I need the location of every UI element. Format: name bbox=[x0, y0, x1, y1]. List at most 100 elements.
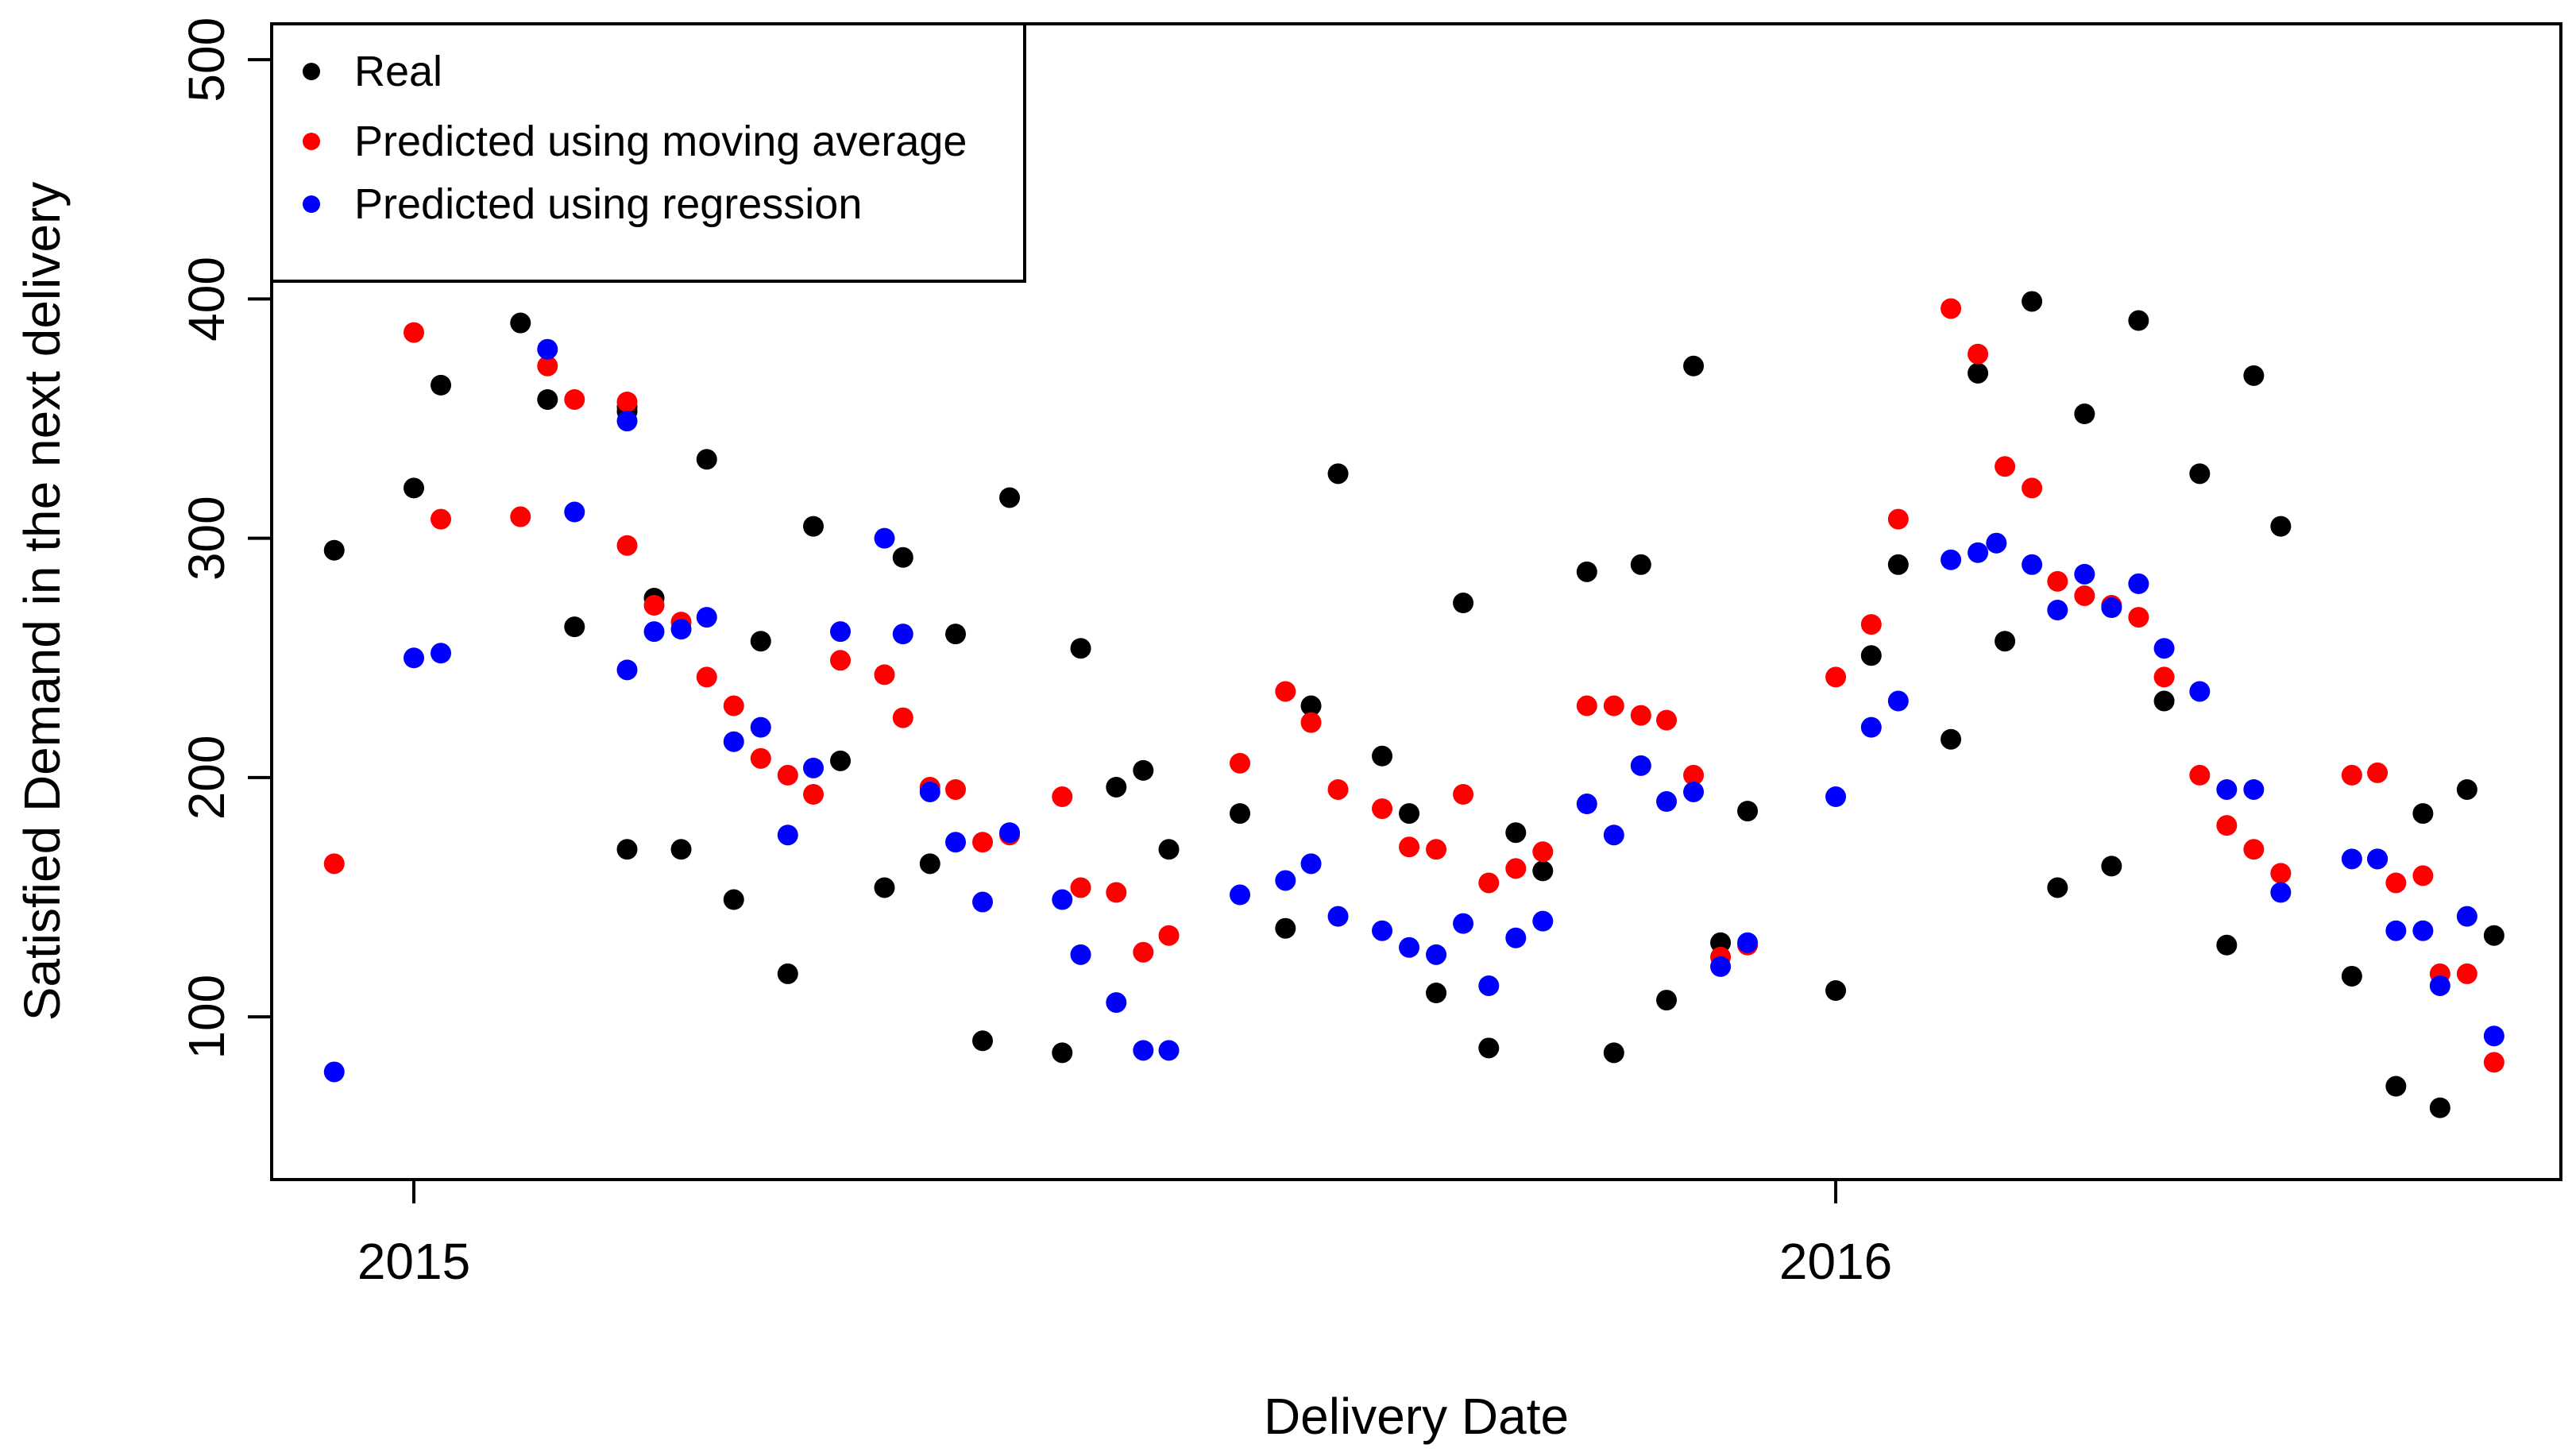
point-s2-26 bbox=[1230, 884, 1251, 906]
point-s2-48 bbox=[1968, 542, 1989, 563]
legend: Real Predicted using moving average Predic… bbox=[270, 22, 1026, 283]
point-s1-46 bbox=[1860, 614, 1882, 635]
point-s0-54 bbox=[2074, 404, 2095, 425]
point-s2-30 bbox=[1372, 920, 1393, 941]
point-s1-49 bbox=[1968, 343, 1989, 365]
point-s1-4 bbox=[537, 355, 558, 377]
point-s0-15 bbox=[803, 516, 825, 537]
point-s1-25 bbox=[1133, 941, 1154, 963]
point-s2-66 bbox=[2483, 1025, 2504, 1047]
point-s2-61 bbox=[2367, 848, 2389, 870]
point-s2-39 bbox=[1630, 755, 1651, 776]
point-s0-65 bbox=[2412, 803, 2434, 825]
point-s1-29 bbox=[1300, 712, 1322, 733]
point-s2-28 bbox=[1300, 853, 1322, 875]
point-s1-3 bbox=[510, 506, 531, 527]
point-s1-59 bbox=[2243, 839, 2265, 860]
point-s1-63 bbox=[2385, 872, 2407, 894]
point-s1-42 bbox=[1683, 764, 1705, 786]
point-s0-45 bbox=[1737, 801, 1759, 822]
point-s1-30 bbox=[1327, 778, 1349, 800]
point-s1-16 bbox=[874, 664, 895, 686]
x-tick-label-2015: 2015 bbox=[357, 1233, 470, 1290]
point-s1-35 bbox=[1478, 872, 1500, 894]
point-s1-55 bbox=[2128, 607, 2149, 628]
point-s0-31 bbox=[1327, 463, 1349, 485]
point-s0-41 bbox=[1630, 554, 1651, 575]
point-s2-25 bbox=[1158, 1040, 1180, 1061]
point-s2-41 bbox=[1683, 781, 1705, 802]
point-s1-38 bbox=[1576, 695, 1597, 716]
point-s0-55 bbox=[2101, 855, 2122, 877]
point-s2-59 bbox=[2270, 882, 2292, 903]
point-s0-22 bbox=[999, 487, 1021, 508]
point-s0-64 bbox=[2385, 1076, 2407, 1097]
point-s0-5 bbox=[564, 616, 585, 638]
point-s0-60 bbox=[2243, 365, 2265, 386]
point-s1-26 bbox=[1158, 925, 1180, 946]
point-s1-60 bbox=[2270, 863, 2292, 884]
point-s2-62 bbox=[2385, 920, 2407, 941]
point-s1-12 bbox=[750, 747, 771, 769]
point-s0-36 bbox=[1478, 1037, 1500, 1059]
point-s1-36 bbox=[1505, 858, 1527, 879]
point-s2-52 bbox=[2074, 563, 2095, 585]
point-s1-31 bbox=[1372, 798, 1393, 820]
point-s1-34 bbox=[1453, 784, 1474, 805]
point-s0-14 bbox=[777, 963, 798, 984]
point-s2-15 bbox=[874, 527, 895, 549]
point-s0-49 bbox=[1941, 728, 1962, 750]
point-s0-1 bbox=[404, 477, 425, 499]
point-s1-0 bbox=[323, 853, 345, 875]
point-s1-62 bbox=[2367, 762, 2389, 783]
point-s2-20 bbox=[999, 822, 1021, 844]
point-s0-26 bbox=[1133, 759, 1154, 781]
point-s1-5 bbox=[564, 388, 585, 410]
point-s2-60 bbox=[2341, 848, 2362, 870]
point-s1-66 bbox=[2456, 963, 2477, 984]
point-s0-44 bbox=[1710, 932, 1732, 953]
point-s1-37 bbox=[1532, 841, 1554, 863]
point-s0-17 bbox=[874, 877, 895, 898]
point-s2-10 bbox=[723, 731, 744, 752]
point-s2-24 bbox=[1133, 1040, 1154, 1061]
point-s1-33 bbox=[1426, 839, 1447, 860]
point-s2-27 bbox=[1275, 870, 1296, 891]
x-tick-label-2016: 2016 bbox=[1779, 1233, 1892, 1290]
point-s1-2 bbox=[431, 508, 452, 530]
point-s0-59 bbox=[2216, 934, 2238, 956]
point-s2-58 bbox=[2243, 778, 2265, 800]
point-s2-31 bbox=[1399, 937, 1420, 958]
point-s2-16 bbox=[892, 624, 913, 645]
point-s2-4 bbox=[564, 501, 585, 523]
point-s2-18 bbox=[945, 832, 967, 853]
point-s0-40 bbox=[1603, 1042, 1624, 1064]
legend-marker-2 bbox=[303, 195, 320, 213]
point-s0-51 bbox=[1995, 631, 2016, 652]
point-s1-67 bbox=[2483, 1052, 2504, 1073]
point-s1-32 bbox=[1399, 836, 1420, 858]
point-s0-18 bbox=[892, 546, 913, 568]
point-s1-61 bbox=[2341, 764, 2362, 786]
point-s2-32 bbox=[1426, 944, 1447, 965]
point-s0-56 bbox=[2128, 310, 2149, 331]
point-s2-47 bbox=[1941, 549, 1962, 570]
data-points bbox=[323, 291, 2504, 1118]
point-s0-21 bbox=[972, 1030, 994, 1052]
plot-frame bbox=[270, 22, 2562, 1181]
legend-label-1: Predicted using moving average bbox=[354, 118, 967, 165]
y-tick-label-200: 200 bbox=[178, 736, 235, 821]
point-s2-40 bbox=[1656, 791, 1678, 813]
point-s0-19 bbox=[919, 853, 940, 875]
point-s0-34 bbox=[1426, 983, 1447, 1004]
point-s1-20 bbox=[972, 832, 994, 853]
point-s2-21 bbox=[1052, 889, 1073, 910]
point-s0-28 bbox=[1230, 803, 1251, 825]
point-s0-32 bbox=[1372, 745, 1393, 767]
point-s2-63 bbox=[2412, 920, 2434, 941]
point-s2-36 bbox=[1532, 910, 1554, 932]
point-s2-34 bbox=[1478, 975, 1500, 996]
point-s2-12 bbox=[777, 825, 798, 846]
point-s2-51 bbox=[2047, 600, 2068, 621]
y-tick-label-400: 400 bbox=[178, 257, 235, 342]
